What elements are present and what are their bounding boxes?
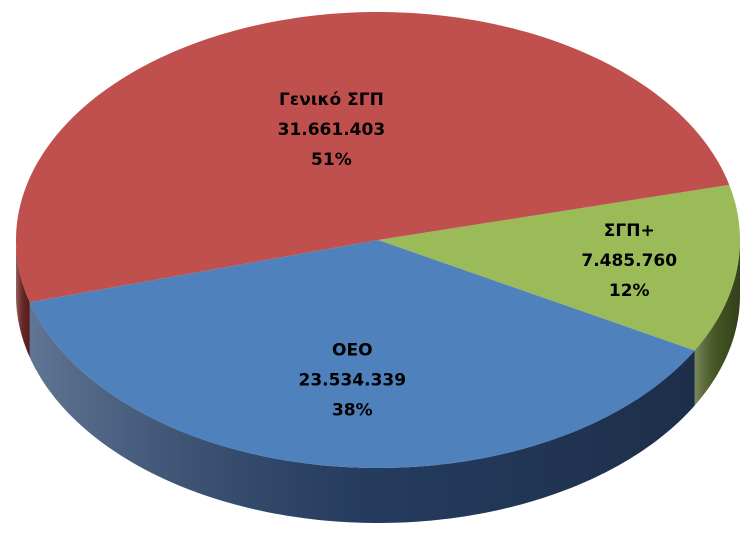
side-walls <box>16 240 740 523</box>
value-label: 23.534.339 <box>299 370 407 390</box>
category-label: ΣΓΠ+ <box>604 221 655 241</box>
pie-tops <box>16 12 740 468</box>
category-label: Γενικό ΣΓΠ <box>279 90 384 110</box>
percent-label: 51% <box>311 150 352 170</box>
percent-label: 12% <box>609 281 650 301</box>
side-shade <box>694 240 740 406</box>
category-label: ΟΕΟ <box>332 340 373 360</box>
percent-label: 38% <box>332 400 373 420</box>
labels: ΣΓΠ+ 7.485.760 12% ΟΕΟ 23.534.339 38% Γενικό Σ… <box>278 90 678 421</box>
value-label: 31.661.403 <box>278 120 386 140</box>
slice <box>29 240 695 468</box>
side-shade <box>16 240 30 358</box>
value-label: 7.485.760 <box>581 251 677 271</box>
slice <box>378 184 740 351</box>
side-shade <box>29 302 695 523</box>
slice <box>16 12 730 303</box>
